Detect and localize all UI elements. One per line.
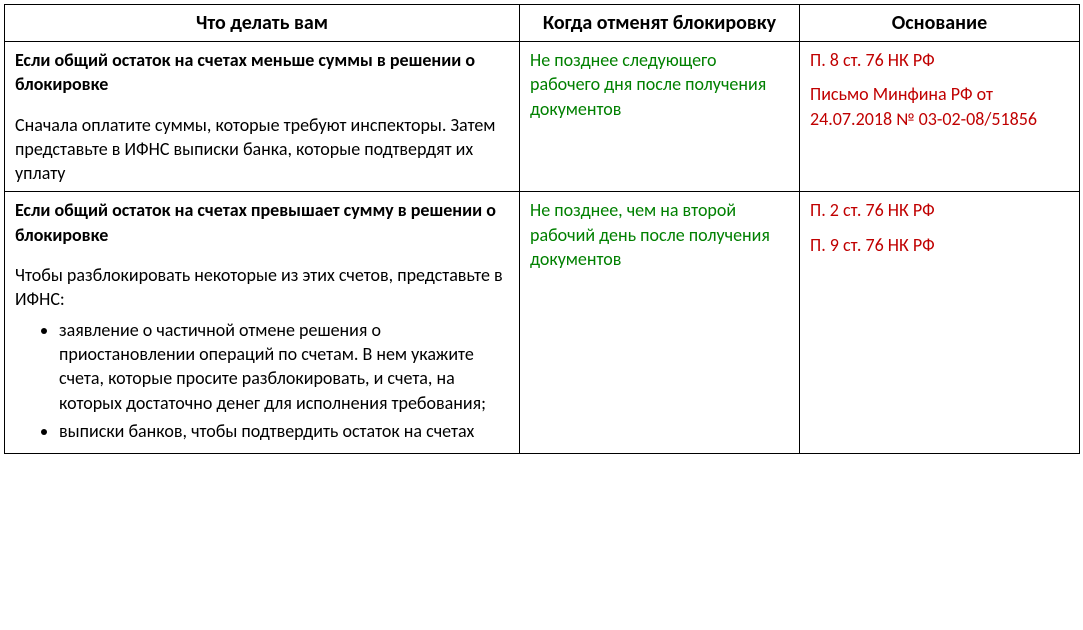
header-what: Что делать вам <box>5 5 520 42</box>
what-body: Сначала оплатите суммы, которые требуют … <box>15 113 509 186</box>
what-lead: Если общий остаток на счетах меньше сумм… <box>15 48 509 97</box>
what-lead: Если общий остаток на счетах превышает с… <box>15 198 509 247</box>
cell-when: Не позднее следующего рабочего дня после… <box>520 42 800 192</box>
cell-basis: П. 8 ст. 76 НК РФ Письмо Минфина РФ от 24… <box>800 42 1080 192</box>
header-when: Когда отменят блокировку <box>520 5 800 42</box>
header-basis: Основание <box>800 5 1080 42</box>
what-body: Чтобы разблокировать некоторые из этих с… <box>15 263 509 312</box>
header-row: Что делать вам Когда отменят блокировку … <box>5 5 1080 42</box>
what-bullets: заявление о частичной отмене решения о п… <box>15 318 509 443</box>
table-body: Если общий остаток на счетах меньше сумм… <box>5 42 1080 454</box>
cell-what: Если общий остаток на счетах превышает с… <box>5 192 520 454</box>
basis-item: П. 2 ст. 76 НК РФ <box>810 198 1069 222</box>
basis-item: Письмо Минфина РФ от 24.07.2018 № 03-02-… <box>810 82 1069 131</box>
bullet-item: выписки банков, чтобы подтвердить остато… <box>59 419 509 443</box>
table-row: Если общий остаток на счетах меньше сумм… <box>5 42 1080 192</box>
table-row: Если общий остаток на счетах превышает с… <box>5 192 1080 454</box>
cell-when: Не позднее, чем на второй рабочий день п… <box>520 192 800 454</box>
basis-item: П. 8 ст. 76 НК РФ <box>810 48 1069 72</box>
instructions-table: Что делать вам Когда отменят блокировку … <box>4 4 1080 454</box>
cell-what: Если общий остаток на счетах меньше сумм… <box>5 42 520 192</box>
bullet-item: заявление о частичной отмене решения о п… <box>59 318 509 415</box>
basis-item: П. 9 ст. 76 НК РФ <box>810 233 1069 257</box>
cell-basis: П. 2 ст. 76 НК РФ П. 9 ст. 76 НК РФ <box>800 192 1080 454</box>
